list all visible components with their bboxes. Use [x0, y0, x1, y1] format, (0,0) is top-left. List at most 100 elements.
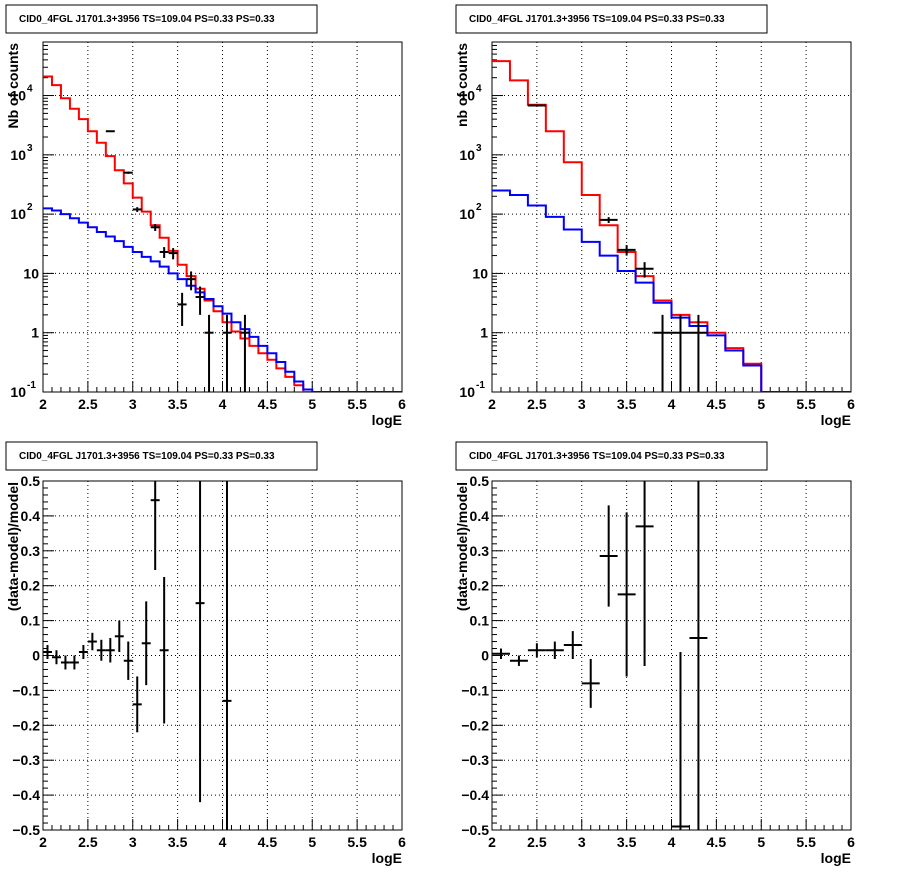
y-tick-label: 0.4: [21, 508, 41, 524]
x-tick-label: 2.5: [78, 834, 98, 850]
y-tick-label: −0.4: [461, 787, 489, 803]
data-point: [195, 286, 205, 315]
data-point: [617, 512, 636, 677]
y-axis-label: (data-model)/model: [5, 482, 21, 611]
x-tick-label: 4.5: [258, 396, 278, 412]
data-point: [159, 576, 169, 724]
x-axis-label: logE: [821, 850, 851, 866]
data-point: [599, 217, 618, 223]
chart-title: CID0_4FGL J1701.3+3956 TS=109.04 PS=0.33…: [469, 14, 725, 25]
chart-title: CID0_4FGL J1701.3+3956 TS=109.04 PS=0.33…: [19, 451, 275, 462]
y-tick-exponent: 3: [476, 143, 482, 154]
data-point: [671, 652, 690, 830]
y-tick-label: 10: [459, 206, 475, 222]
data-point: [141, 601, 151, 686]
y-tick-exponent: 3: [27, 143, 33, 154]
data-point: [689, 481, 708, 830]
y-tick-label: 0.2: [21, 578, 41, 594]
x-tick-label: 2: [39, 396, 47, 412]
y-tick-label: 10: [459, 88, 475, 104]
chart-panel-1: CID0_4FGL J1701.3+3956 TS=109.04 PS=0.33…: [5, 4, 406, 428]
y-tick-label: 1: [480, 325, 488, 341]
x-tick-label: 3.5: [617, 396, 637, 412]
x-tick-label: 2: [39, 834, 47, 850]
x-axis-label: logE: [372, 850, 402, 866]
data-point: [78, 645, 88, 659]
data-point: [150, 481, 160, 570]
y-tick-exponent: 4: [476, 84, 482, 95]
data-point: [563, 631, 582, 659]
x-tick-label: 6: [847, 396, 855, 412]
x-tick-label: 5.5: [347, 396, 367, 412]
x-tick-label: 2: [488, 834, 496, 850]
y-axis-label: Nb of counts: [5, 43, 21, 129]
x-tick-label: 3.5: [168, 396, 188, 412]
data-point: [527, 104, 546, 107]
data-point: [105, 638, 115, 663]
y-tick-label: 0.1: [21, 613, 41, 629]
y-tick-label: 10: [472, 265, 488, 281]
x-tick-label: 6: [847, 834, 855, 850]
data-point: [132, 207, 142, 212]
y-tick-label: −0.1: [12, 682, 40, 698]
y-tick-label: 10: [10, 88, 26, 104]
y-tick-label: −0.5: [12, 822, 40, 838]
data-point: [689, 314, 708, 392]
y-tick-label: 0.1: [470, 613, 490, 629]
title-box: [455, 4, 768, 34]
x-tick-label: 5.5: [796, 834, 816, 850]
y-tick-label: 0.3: [470, 543, 490, 559]
y-tick-label: 10: [459, 384, 475, 400]
x-tick-label: 3: [578, 834, 586, 850]
chart-panel-2: CID0_4FGL J1701.3+3956 TS=109.04 PS=0.33…: [454, 4, 855, 428]
data-point: [177, 292, 187, 326]
x-tick-label: 4.5: [707, 834, 727, 850]
data-point: [222, 314, 232, 392]
x-tick-label: 2: [488, 396, 496, 412]
data-point: [123, 171, 133, 174]
chart-title: CID0_4FGL J1701.3+3956 TS=109.04 PS=0.33…: [19, 14, 275, 25]
x-tick-label: 4: [668, 834, 676, 850]
data-point: [43, 645, 52, 659]
title-box: [455, 441, 768, 471]
y-tick-label: −0.5: [461, 822, 489, 838]
x-tick-label: 5: [308, 834, 316, 850]
data-layer: [43, 481, 232, 830]
data-point: [635, 481, 654, 666]
y-tick-label: 10: [10, 206, 26, 222]
data-point: [671, 314, 690, 392]
y-tick-label: 0: [32, 648, 40, 664]
y-tick-exponent: -1: [27, 380, 36, 391]
x-tick-label: 3.5: [617, 834, 637, 850]
x-tick-label: 3: [129, 834, 137, 850]
data-point: [581, 658, 600, 708]
y-tick-label: −0.4: [12, 787, 40, 803]
title-box: [5, 4, 318, 34]
y-tick-label: 10: [10, 147, 26, 163]
data-layer: [43, 75, 402, 392]
x-tick-label: 2.5: [78, 396, 98, 412]
data-point: [51, 650, 61, 665]
data-point: [87, 632, 97, 651]
y-tick-exponent: -1: [476, 380, 485, 391]
chart-title: CID0_4FGL J1701.3+3956 TS=109.04 PS=0.33…: [469, 451, 725, 462]
model-histogram-2: [492, 189, 851, 392]
data-point: [527, 643, 546, 658]
data-point: [123, 641, 133, 680]
data-point: [222, 481, 232, 830]
x-tick-label: 6: [398, 834, 406, 850]
x-tick-label: 5.5: [796, 396, 816, 412]
x-tick-label: 5.5: [347, 834, 367, 850]
x-tick-label: 3: [129, 396, 137, 412]
data-point: [168, 248, 178, 260]
data-point: [69, 655, 79, 670]
model-histogram-2: [43, 207, 402, 392]
y-tick-label: −0.2: [461, 717, 489, 733]
x-axis-label: logE: [821, 412, 851, 428]
y-tick-label: 0.5: [470, 473, 490, 489]
data-point: [150, 224, 160, 231]
data-point: [105, 130, 115, 133]
data-point: [204, 314, 214, 392]
data-point: [240, 314, 250, 392]
